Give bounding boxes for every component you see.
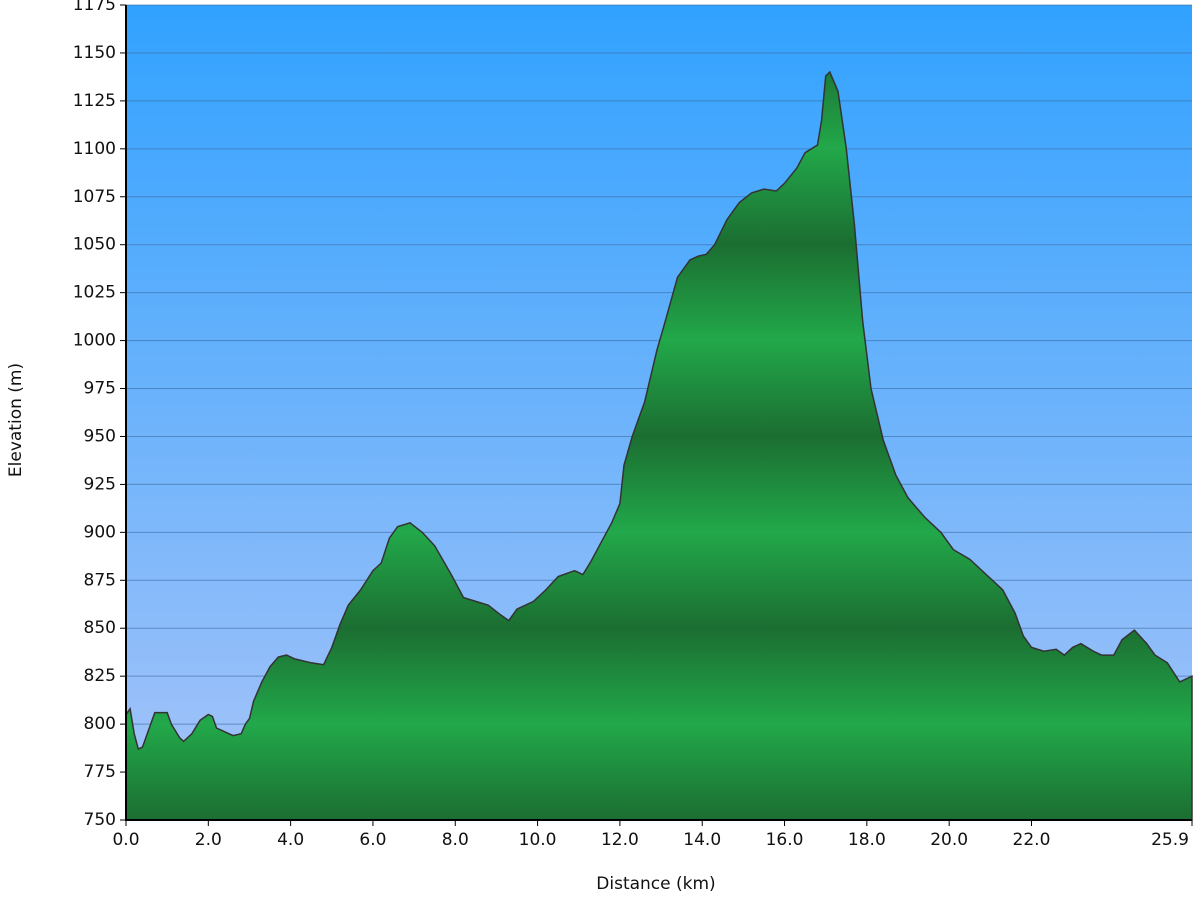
x-tick-label: 12.0: [601, 830, 639, 850]
x-tick-label: 25.9: [1151, 830, 1189, 850]
y-tick-label: 925: [84, 474, 116, 494]
x-tick-label: 14.0: [683, 830, 721, 850]
x-tick-label: 8.0: [442, 830, 469, 850]
y-axis-label: Elevation (m): [6, 363, 26, 477]
y-tick-label: 800: [84, 714, 116, 734]
y-tick-label: 850: [84, 618, 116, 638]
x-axis-label: Distance (km): [596, 874, 715, 894]
y-tick-label: 1050: [73, 235, 116, 255]
y-tick-label: 1175: [73, 0, 116, 15]
x-tick-label: 4.0: [277, 830, 304, 850]
x-tick-label: 0.0: [112, 830, 139, 850]
y-tick-label: 875: [84, 570, 116, 590]
y-tick-label: 1000: [73, 331, 116, 351]
y-tick-label: 825: [84, 666, 116, 686]
x-tick-label: 18.0: [848, 830, 886, 850]
y-tick-label: 950: [84, 426, 116, 446]
x-tick-label: 2.0: [195, 830, 222, 850]
y-tick-label: 975: [84, 379, 116, 399]
y-tick-label: 775: [84, 762, 116, 782]
x-tick-label: 20.0: [930, 830, 968, 850]
elevation-area: [125, 70, 1193, 821]
y-tick-label: 900: [84, 522, 116, 542]
y-tick-label: 750: [84, 810, 116, 830]
y-tick-label: 1075: [73, 187, 116, 207]
x-tick-label: 6.0: [359, 830, 386, 850]
y-tick-label: 1025: [73, 283, 116, 303]
x-tick-label: 22.0: [1013, 830, 1051, 850]
x-tick-label: 16.0: [766, 830, 804, 850]
y-tick-label: 1125: [73, 91, 116, 111]
y-tick-label: 1100: [73, 139, 116, 159]
y-tick-label: 1150: [73, 43, 116, 63]
x-tick-label: 10.0: [519, 830, 557, 850]
